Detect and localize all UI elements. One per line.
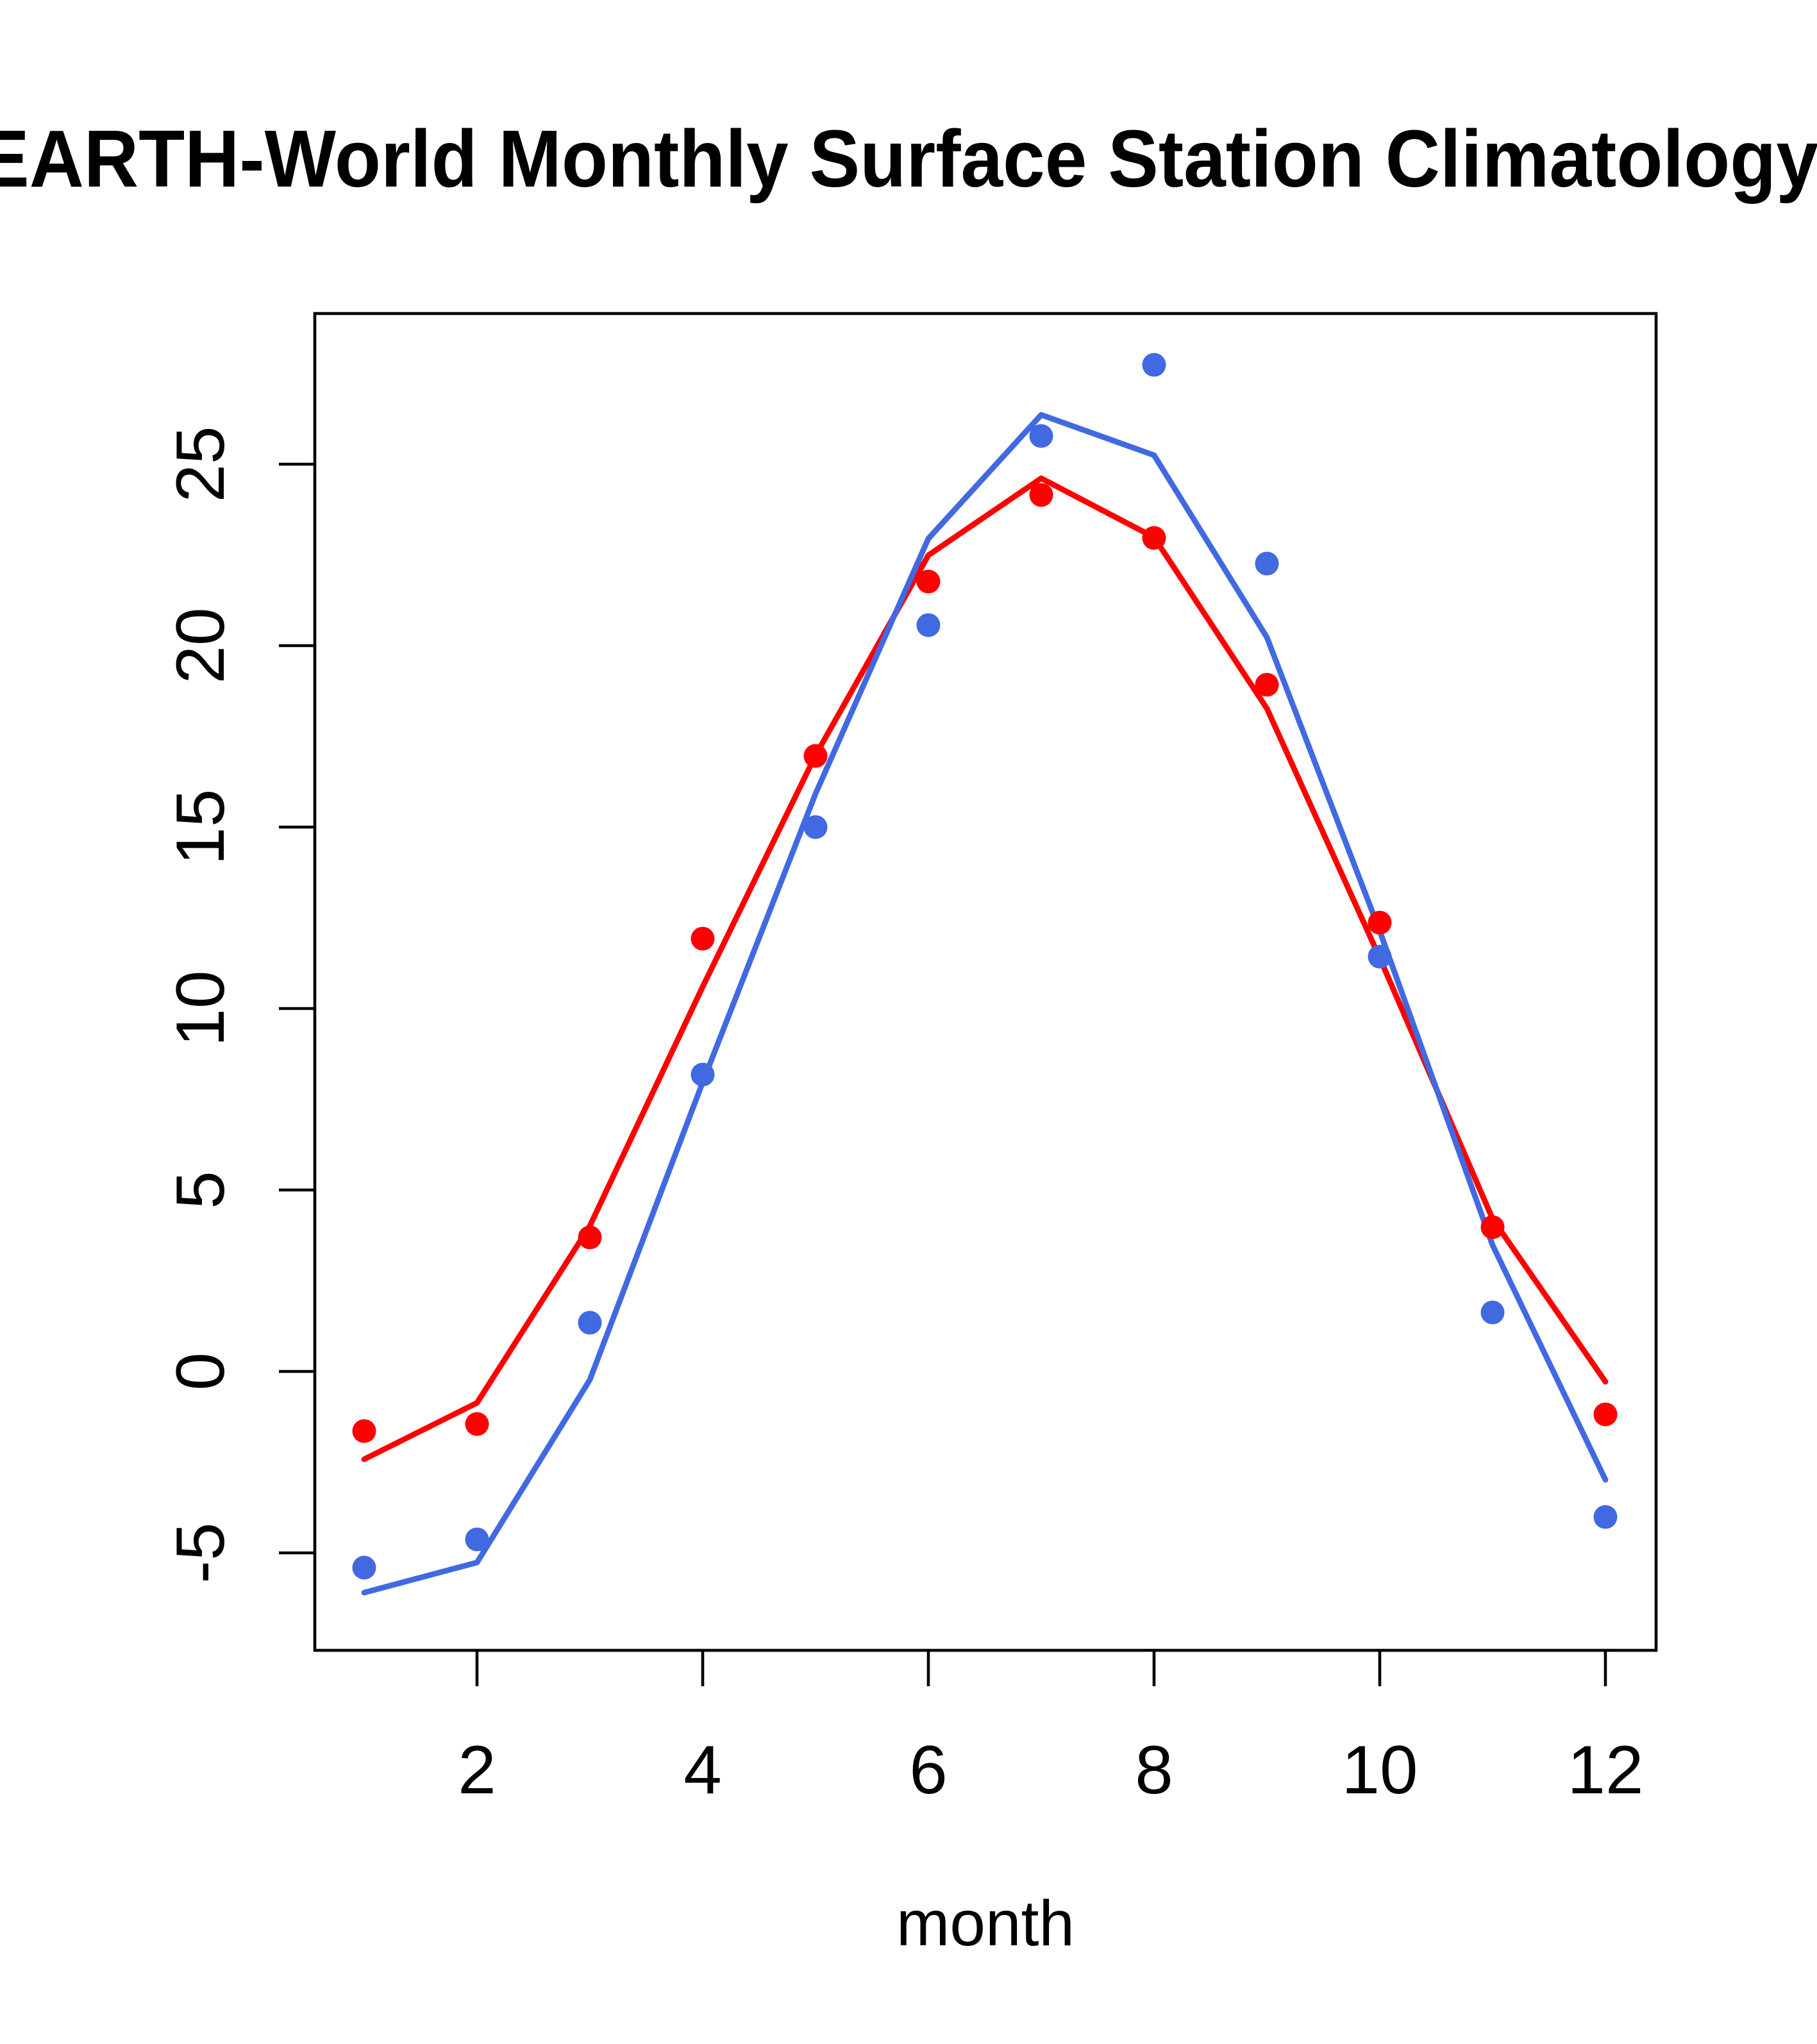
svg-text:15: 15 (162, 789, 239, 865)
svg-text:4: 4 (683, 1731, 722, 1808)
svg-text:25: 25 (162, 426, 239, 502)
svg-text:EARTH-World Monthly Surface St: EARTH-World Monthly Surface Station Clim… (0, 113, 1817, 204)
svg-text:month: month (896, 1888, 1075, 1959)
svg-text:0: 0 (162, 1352, 239, 1391)
svg-text:12: 12 (1567, 1731, 1643, 1808)
svg-text:-5: -5 (162, 1522, 239, 1583)
svg-text:10: 10 (1341, 1731, 1418, 1808)
svg-text:2: 2 (458, 1731, 496, 1808)
svg-text:10: 10 (162, 970, 239, 1046)
svg-text:6: 6 (909, 1731, 948, 1808)
svg-text:20: 20 (162, 607, 239, 683)
svg-text:8: 8 (1135, 1731, 1173, 1808)
svg-text:5: 5 (162, 1171, 239, 1209)
